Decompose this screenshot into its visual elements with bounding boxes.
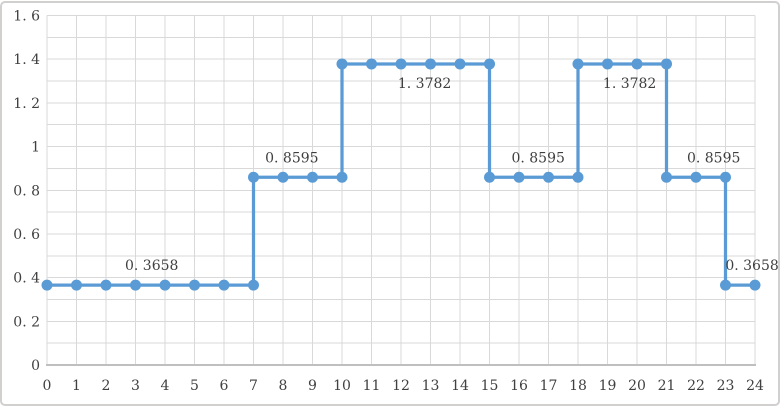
data-point-marker [336, 58, 348, 70]
data-label: 1. 3782 [398, 76, 451, 92]
data-point-marker [749, 279, 761, 291]
data-point-marker [248, 171, 259, 183]
data-point-marker [661, 58, 672, 70]
x-tick-label: 20 [628, 378, 646, 394]
data-point-marker [720, 171, 731, 183]
data-point-marker [572, 58, 584, 70]
y-tick-label: 1. 4 [13, 52, 40, 68]
x-tick-label: 23 [717, 378, 735, 394]
x-tick-label: 24 [746, 378, 764, 394]
data-point-marker [130, 279, 141, 291]
y-tick-label: 0. 2 [13, 314, 40, 330]
data-point-marker [218, 279, 230, 291]
x-tick-label: 12 [392, 378, 410, 394]
data-label: 0. 8595 [511, 150, 564, 166]
data-point-marker [425, 58, 436, 70]
data-point-marker [513, 171, 525, 183]
y-axis-tick-labels: 0 0. 2 0. 4 0. 6 0. 8 1 1. 2 1. 4 1. 6 [13, 9, 40, 375]
data-label: 0. 8595 [687, 150, 740, 166]
data-point-marker [248, 279, 259, 291]
y-tick-label: 0 [31, 358, 40, 374]
data-point-marker [720, 279, 731, 291]
data-label: 0. 3658 [125, 258, 178, 274]
x-tick-label: 9 [308, 378, 317, 394]
x-axis-tick-labels: 0 1 2 3 4 5 6 7 8 9 10 11 12 13 14 15 16 17 18 19 20 21 22 23 24 [43, 378, 764, 394]
data-point-marker [484, 58, 495, 70]
data-point-marker [159, 279, 171, 291]
data-point-marker [277, 171, 289, 183]
x-tick-label: 5 [190, 378, 199, 394]
data-labels: 0. 3658 0. 8595 1. 3782 0. 8595 1. 3782 0. 85… [125, 76, 779, 274]
y-tick-label: 0. 4 [13, 271, 40, 287]
x-tick-label: 1 [72, 378, 81, 394]
data-point-marker [602, 58, 613, 70]
x-tick-label: 6 [220, 378, 229, 394]
data-point-marker [189, 279, 200, 291]
x-tick-label: 0 [43, 378, 52, 394]
data-point-marker [690, 171, 702, 183]
series-markers [41, 58, 761, 291]
data-point-marker [572, 171, 584, 183]
data-label: 0. 3658 [725, 258, 778, 274]
x-tick-label: 11 [363, 378, 381, 394]
y-tick-label: 0. 8 [13, 183, 40, 199]
x-tick-label: 13 [422, 378, 440, 394]
data-point-marker [454, 58, 466, 70]
data-point-marker [366, 58, 377, 70]
x-tick-label: 2 [102, 378, 111, 394]
x-tick-label: 22 [687, 378, 705, 394]
x-tick-label: 19 [599, 378, 617, 394]
data-point-marker [71, 279, 82, 291]
data-point-marker [307, 171, 318, 183]
data-point-marker [395, 58, 407, 70]
x-tick-label: 16 [510, 378, 528, 394]
x-tick-label: 7 [249, 378, 258, 394]
y-tick-label: 0. 6 [13, 227, 40, 243]
x-tick-label: 15 [481, 378, 499, 394]
x-tick-label: 4 [161, 378, 170, 394]
data-point-marker [100, 279, 112, 291]
x-tick-label: 14 [451, 378, 469, 394]
x-tick-label: 8 [279, 378, 288, 394]
x-tick-label: 3 [131, 378, 140, 394]
x-tick-label: 10 [333, 378, 351, 394]
y-tick-label: 1 [31, 140, 40, 156]
data-point-marker [41, 279, 53, 291]
x-tick-label: 18 [569, 378, 587, 394]
x-tick-label: 21 [658, 378, 676, 394]
data-point-marker [336, 171, 348, 183]
data-point-marker [631, 58, 643, 70]
data-point-marker [661, 171, 672, 183]
y-tick-label: 1. 2 [13, 96, 40, 112]
data-label: 1. 3782 [603, 76, 656, 92]
data-point-marker [543, 171, 554, 183]
x-tick-label: 17 [540, 378, 558, 394]
data-point-marker [484, 171, 495, 183]
data-label: 0. 8595 [265, 150, 318, 166]
y-tick-label: 1. 6 [13, 9, 40, 25]
